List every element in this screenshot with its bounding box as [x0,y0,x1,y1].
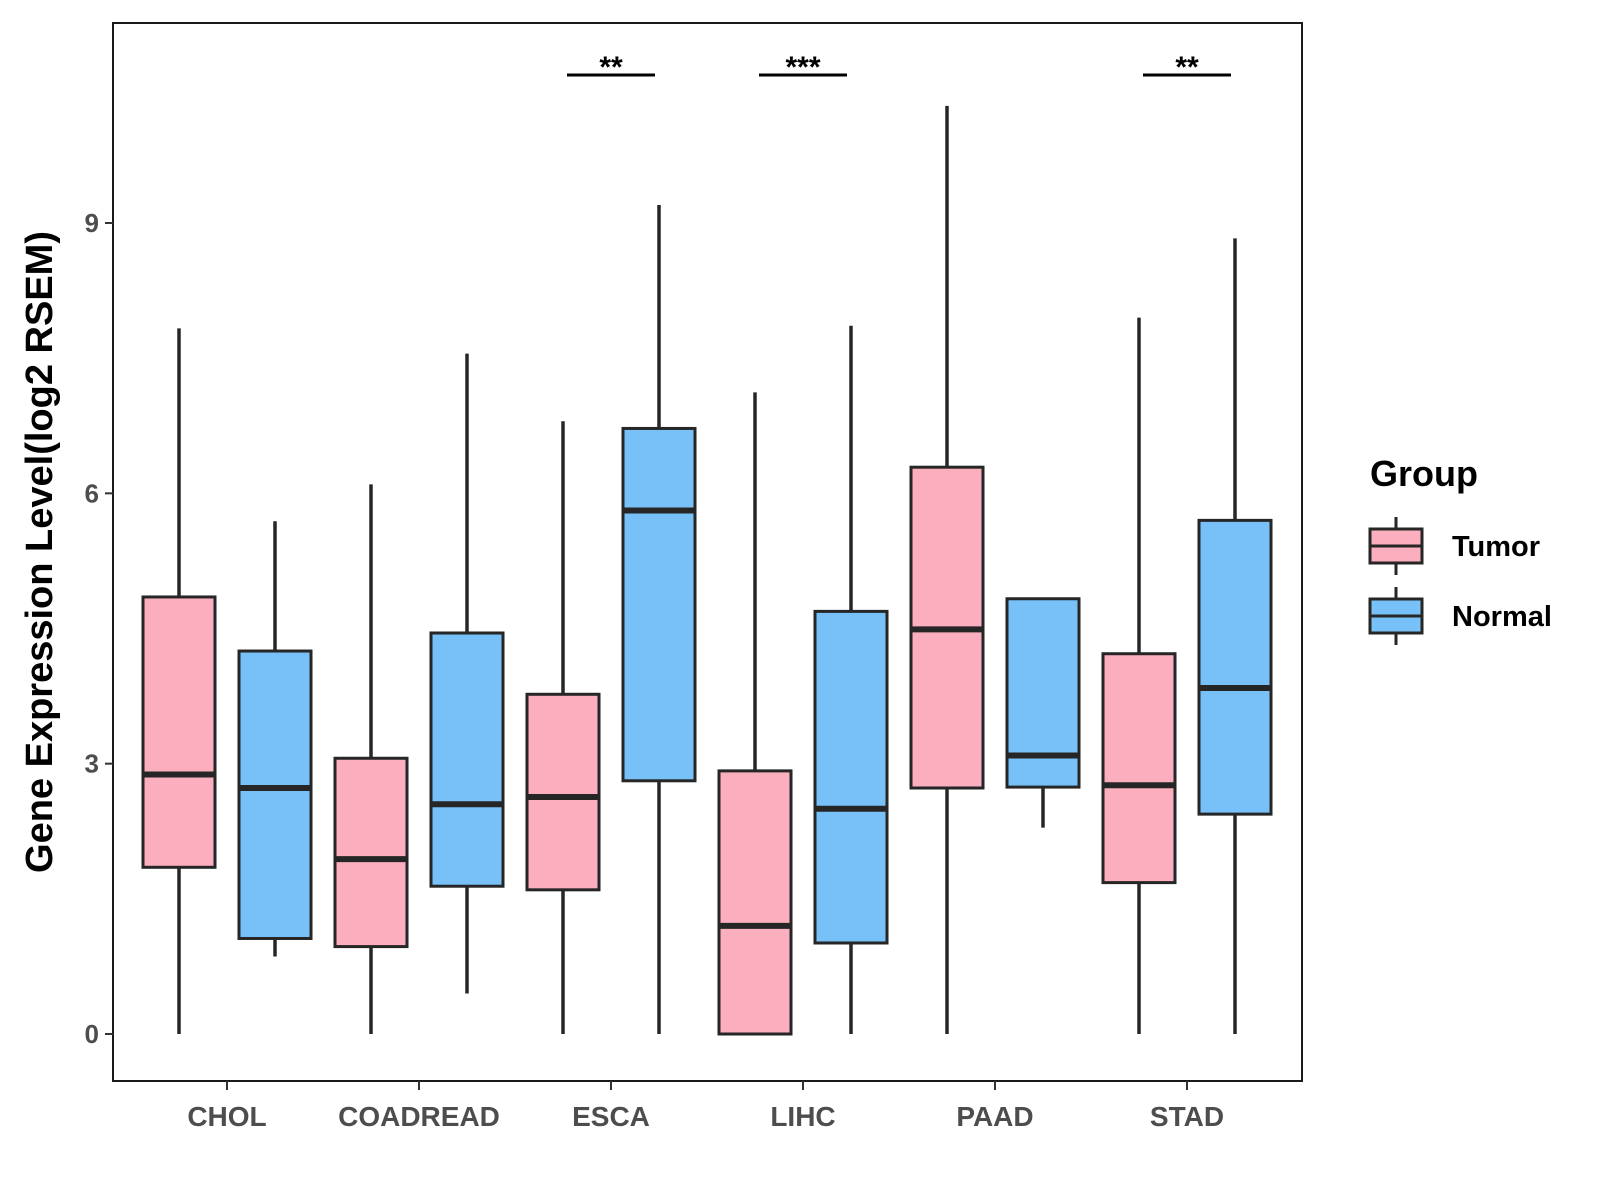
iqr-box [333,756,409,949]
iqr-box [237,649,313,940]
iqr-box [813,609,889,945]
significance-label: *** [785,51,820,84]
box-tumor-lihc [717,392,793,1036]
legend-label: Tumor [1452,531,1540,563]
y-tick-label: 3 [85,749,99,779]
box-tumor-chol [141,328,217,1034]
x-tick-label: STAD [1150,1101,1224,1132]
box-normal-lihc [813,325,889,1034]
x-tick-label: PAAD [956,1101,1033,1132]
iqr-box [1005,597,1081,789]
box-tumor-stad [1101,317,1177,1034]
box-tumor-esca [525,421,601,1034]
x-axis: CHOL COADREAD ESCA LIHC PAAD STAD [187,1081,1224,1132]
significance-label: ** [599,51,623,84]
iqr-box [141,595,217,869]
box-layer [141,105,1273,1036]
iqr-box [525,692,601,892]
legend-title: Group [1370,453,1478,494]
x-tick-label: LIHC [770,1101,835,1132]
legend: Group Tumor Normal [1368,453,1552,645]
x-tick-label: CHOL [187,1101,266,1132]
box-normal-paad [1005,597,1081,828]
box-normal-coadread [429,353,505,994]
iqr-box [621,426,697,783]
y-tick-label: 6 [85,478,99,508]
x-tick-label: COADREAD [338,1101,500,1132]
box-normal-stad [1197,238,1273,1034]
iqr-box [1197,518,1273,816]
y-tick-label: 9 [85,208,99,238]
y-axis-title: Gene Expression Level(log2 RSEM) [19,231,61,873]
iqr-box [1101,652,1177,885]
iqr-box [429,631,505,888]
significance-layer: ** *** ** [567,51,1231,84]
legend-item-tumor: Tumor [1368,517,1540,575]
legend-item-normal: Normal [1368,587,1552,645]
legend-label: Normal [1452,601,1552,633]
x-tick-label: ESCA [572,1101,650,1132]
box-normal-esca [621,204,697,1034]
box-tumor-paad [909,105,985,1034]
box-tumor-coadread [333,484,409,1034]
significance-label: ** [1175,51,1199,84]
box-normal-chol [237,521,313,957]
y-tick-label: 0 [85,1019,99,1049]
y-axis: 0 3 6 9 [85,208,113,1049]
iqr-box [717,769,793,1036]
